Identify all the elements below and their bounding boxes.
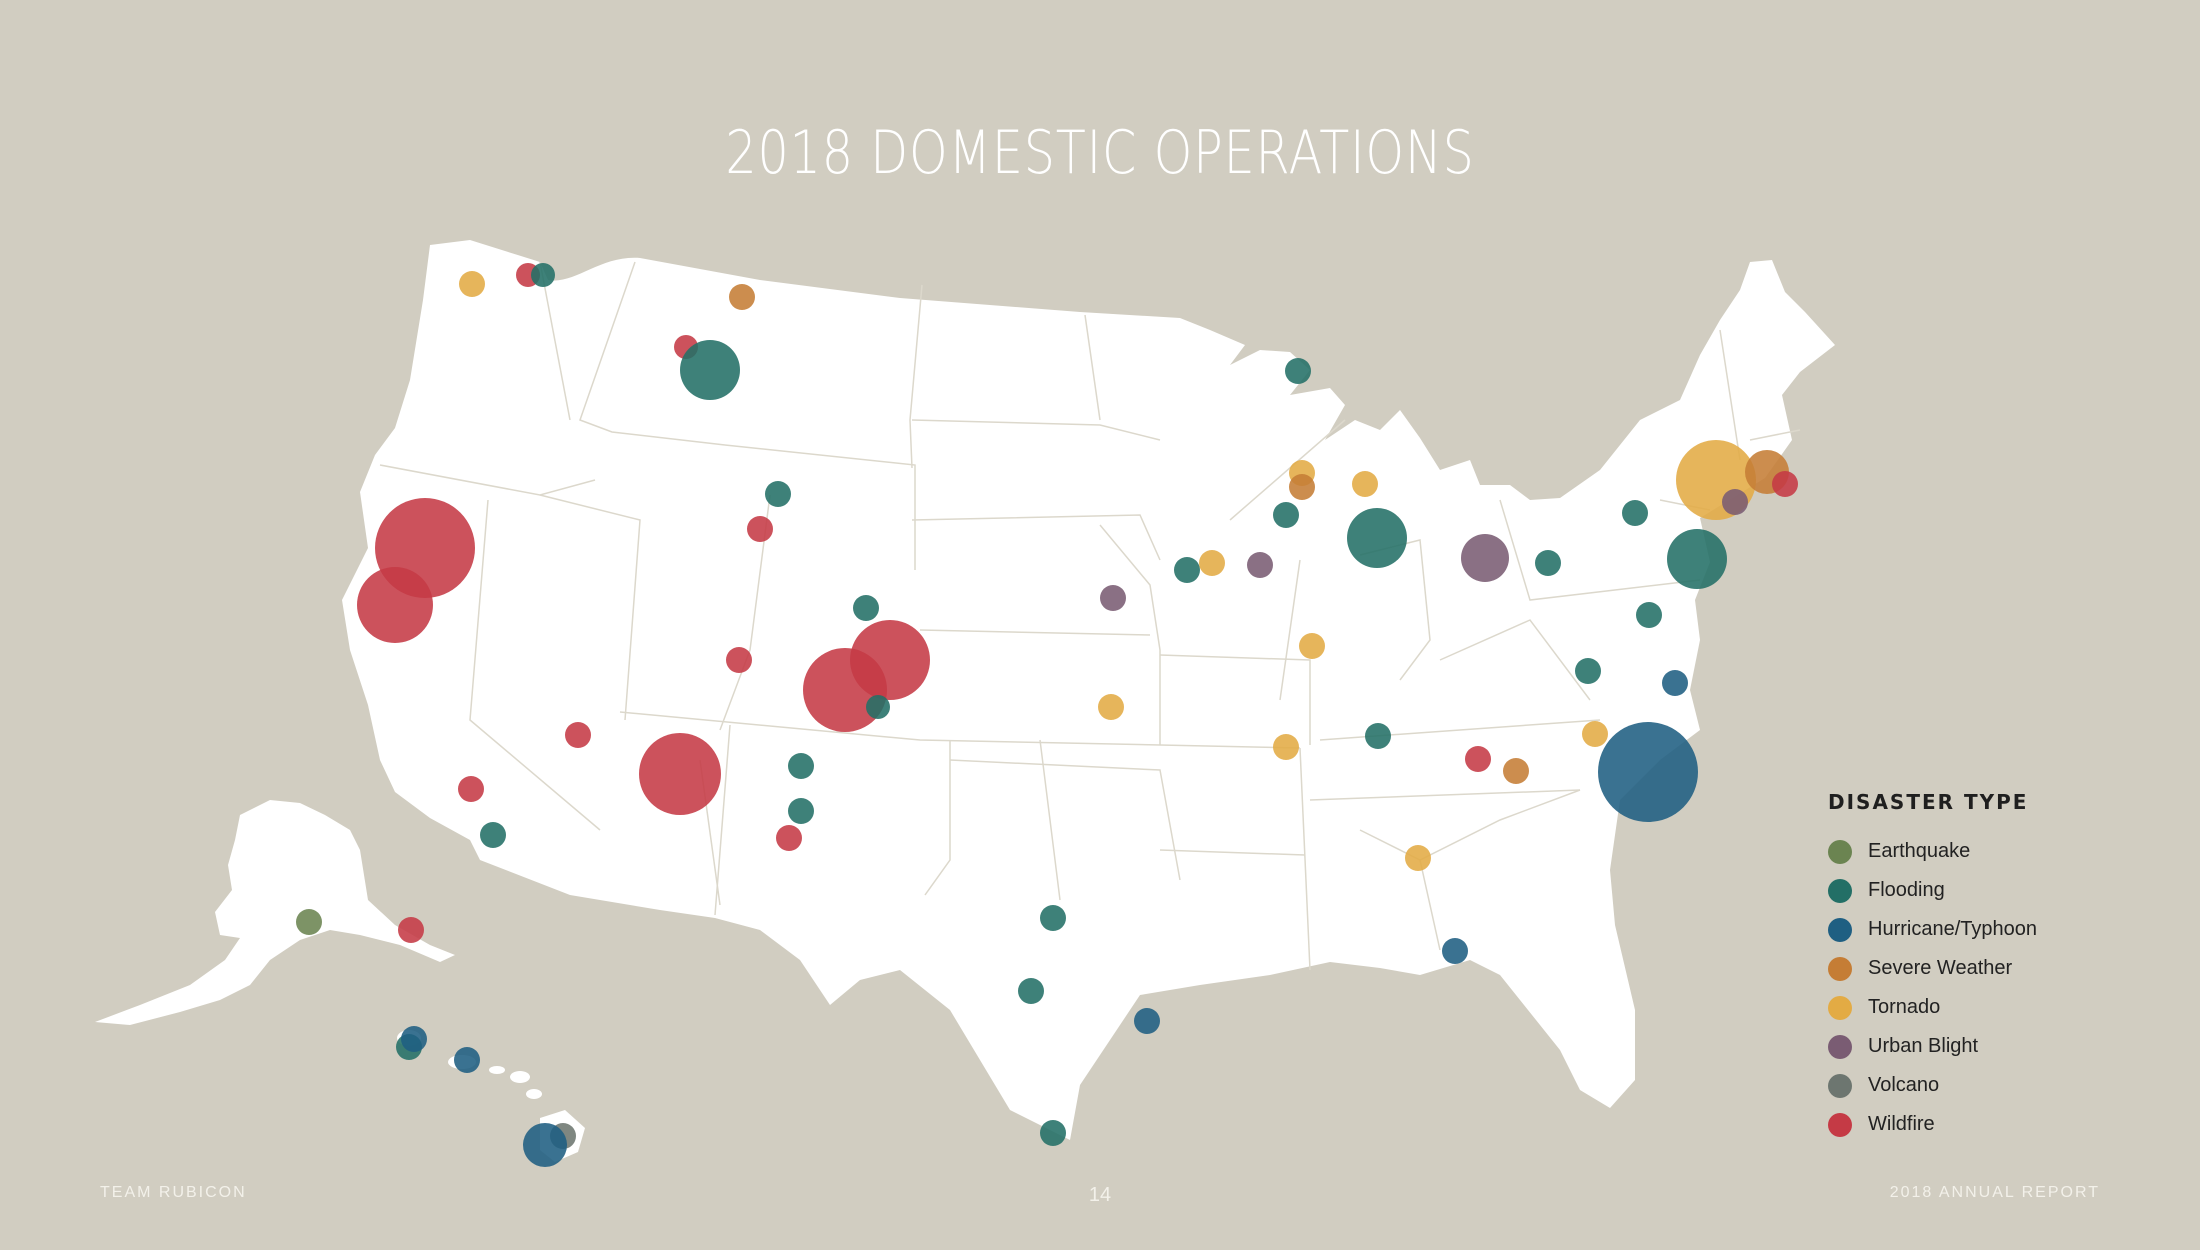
tornado-marker	[1273, 734, 1299, 760]
flooding-marker	[680, 340, 740, 400]
legend-label: Tornado	[1868, 996, 1941, 1018]
legend-label: Urban Blight	[1868, 1035, 1979, 1057]
legend-swatch	[1828, 1034, 1852, 1059]
flooding-marker	[1174, 557, 1200, 583]
legend-item-wildfire: Wildfire	[1828, 1105, 2037, 1144]
legend-swatch	[1828, 956, 1852, 981]
wildfire-marker	[1772, 471, 1798, 497]
tornado-marker	[1199, 550, 1225, 576]
wildfire-marker	[398, 917, 424, 943]
alaska	[95, 800, 455, 1025]
wildfire-marker	[1465, 746, 1491, 772]
legend-item-volcano: Volcano	[1828, 1066, 2037, 1105]
wildfire-marker	[776, 825, 802, 851]
wildfire-marker	[726, 647, 752, 673]
hurricane-marker	[523, 1123, 567, 1167]
severe-marker	[1289, 474, 1315, 500]
flooding-marker	[1347, 508, 1407, 568]
state-borders	[379, 261, 1801, 971]
legend-label: Wildfire	[1868, 1113, 1935, 1135]
urban-marker	[1461, 534, 1509, 582]
hurricane-marker	[454, 1047, 480, 1073]
tornado-marker	[1299, 633, 1325, 659]
flooding-marker	[1636, 602, 1662, 628]
legend-item-earthquake: Earthquake	[1828, 832, 2037, 871]
flooding-marker	[788, 798, 814, 824]
legend-swatch	[1828, 1073, 1852, 1098]
urban-marker	[1100, 585, 1126, 611]
legend-swatch	[1828, 1112, 1852, 1137]
flooding-marker	[853, 595, 879, 621]
contiguous-us	[342, 240, 1835, 1140]
operation-markers	[296, 263, 1798, 1167]
tornado-marker	[459, 271, 485, 297]
flooding-marker	[1575, 658, 1601, 684]
wildfire-marker	[747, 516, 773, 542]
flooding-marker	[531, 263, 555, 287]
flooding-marker	[1365, 723, 1391, 749]
tornado-marker	[1352, 471, 1378, 497]
hurricane-marker	[401, 1026, 427, 1052]
wildfire-marker	[803, 648, 887, 732]
urban-marker	[1722, 489, 1748, 515]
flooding-marker	[1273, 502, 1299, 528]
legend-swatch	[1828, 995, 1852, 1020]
flooding-marker	[788, 753, 814, 779]
legend: DISASTER TYPE Earthquake Flooding Hurrican…	[1828, 790, 2037, 1144]
flooding-marker	[1018, 978, 1044, 1004]
hurricane-marker	[1598, 722, 1698, 822]
footer-organization: TEAM RUBICON	[100, 1184, 247, 1201]
flooding-marker	[480, 822, 506, 848]
severe-marker	[1503, 758, 1529, 784]
footer-report-name: 2018 ANNUAL REPORT	[1889, 1184, 2100, 1201]
legend-label: Severe Weather	[1868, 957, 2013, 979]
tornado-marker	[1098, 694, 1124, 720]
wildfire-marker	[639, 733, 721, 815]
legend-swatch	[1828, 839, 1852, 864]
legend-item-severe: Severe Weather	[1828, 949, 2037, 988]
flooding-marker	[1040, 905, 1066, 931]
legend-swatch	[1828, 878, 1852, 903]
legend-items: Earthquake Flooding Hurricane/Typhoon Sever…	[1828, 832, 2037, 1144]
legend-label: Volcano	[1868, 1074, 1940, 1096]
legend-item-urban: Urban Blight	[1828, 1027, 2037, 1066]
legend-title: DISASTER TYPE	[1828, 790, 2029, 814]
legend-item-flooding: Flooding	[1828, 871, 2037, 910]
page-number: 14	[1088, 1184, 1112, 1206]
hurricane-marker	[1134, 1008, 1160, 1034]
hurricane-marker	[1662, 670, 1688, 696]
tornado-marker	[1582, 721, 1608, 747]
wildfire-marker	[357, 567, 433, 643]
flooding-marker	[1285, 358, 1311, 384]
flooding-marker	[765, 481, 791, 507]
urban-marker	[1247, 552, 1273, 578]
legend-label: Hurricane/Typhoon	[1868, 918, 2037, 940]
wildfire-marker	[458, 776, 484, 802]
legend-label: Flooding	[1868, 879, 1945, 901]
flooding-marker	[1622, 500, 1648, 526]
flooding-marker	[866, 695, 890, 719]
flooding-marker	[1040, 1120, 1066, 1146]
hurricane-marker	[1442, 938, 1468, 964]
wildfire-marker	[565, 722, 591, 748]
page-title: 2018 DOMESTIC OPERATIONS	[725, 118, 1475, 188]
us-landmass	[95, 240, 1835, 1162]
legend-item-hurricane: Hurricane/Typhoon	[1828, 910, 2037, 949]
legend-swatch	[1828, 917, 1852, 942]
earthquake-marker	[296, 909, 322, 935]
legend-label: Earthquake	[1868, 840, 1971, 862]
legend-item-tornado: Tornado	[1828, 988, 2037, 1027]
flooding-marker	[1535, 550, 1561, 576]
flooding-marker	[1667, 529, 1727, 589]
tornado-marker	[1405, 845, 1431, 871]
severe-marker	[729, 284, 755, 310]
